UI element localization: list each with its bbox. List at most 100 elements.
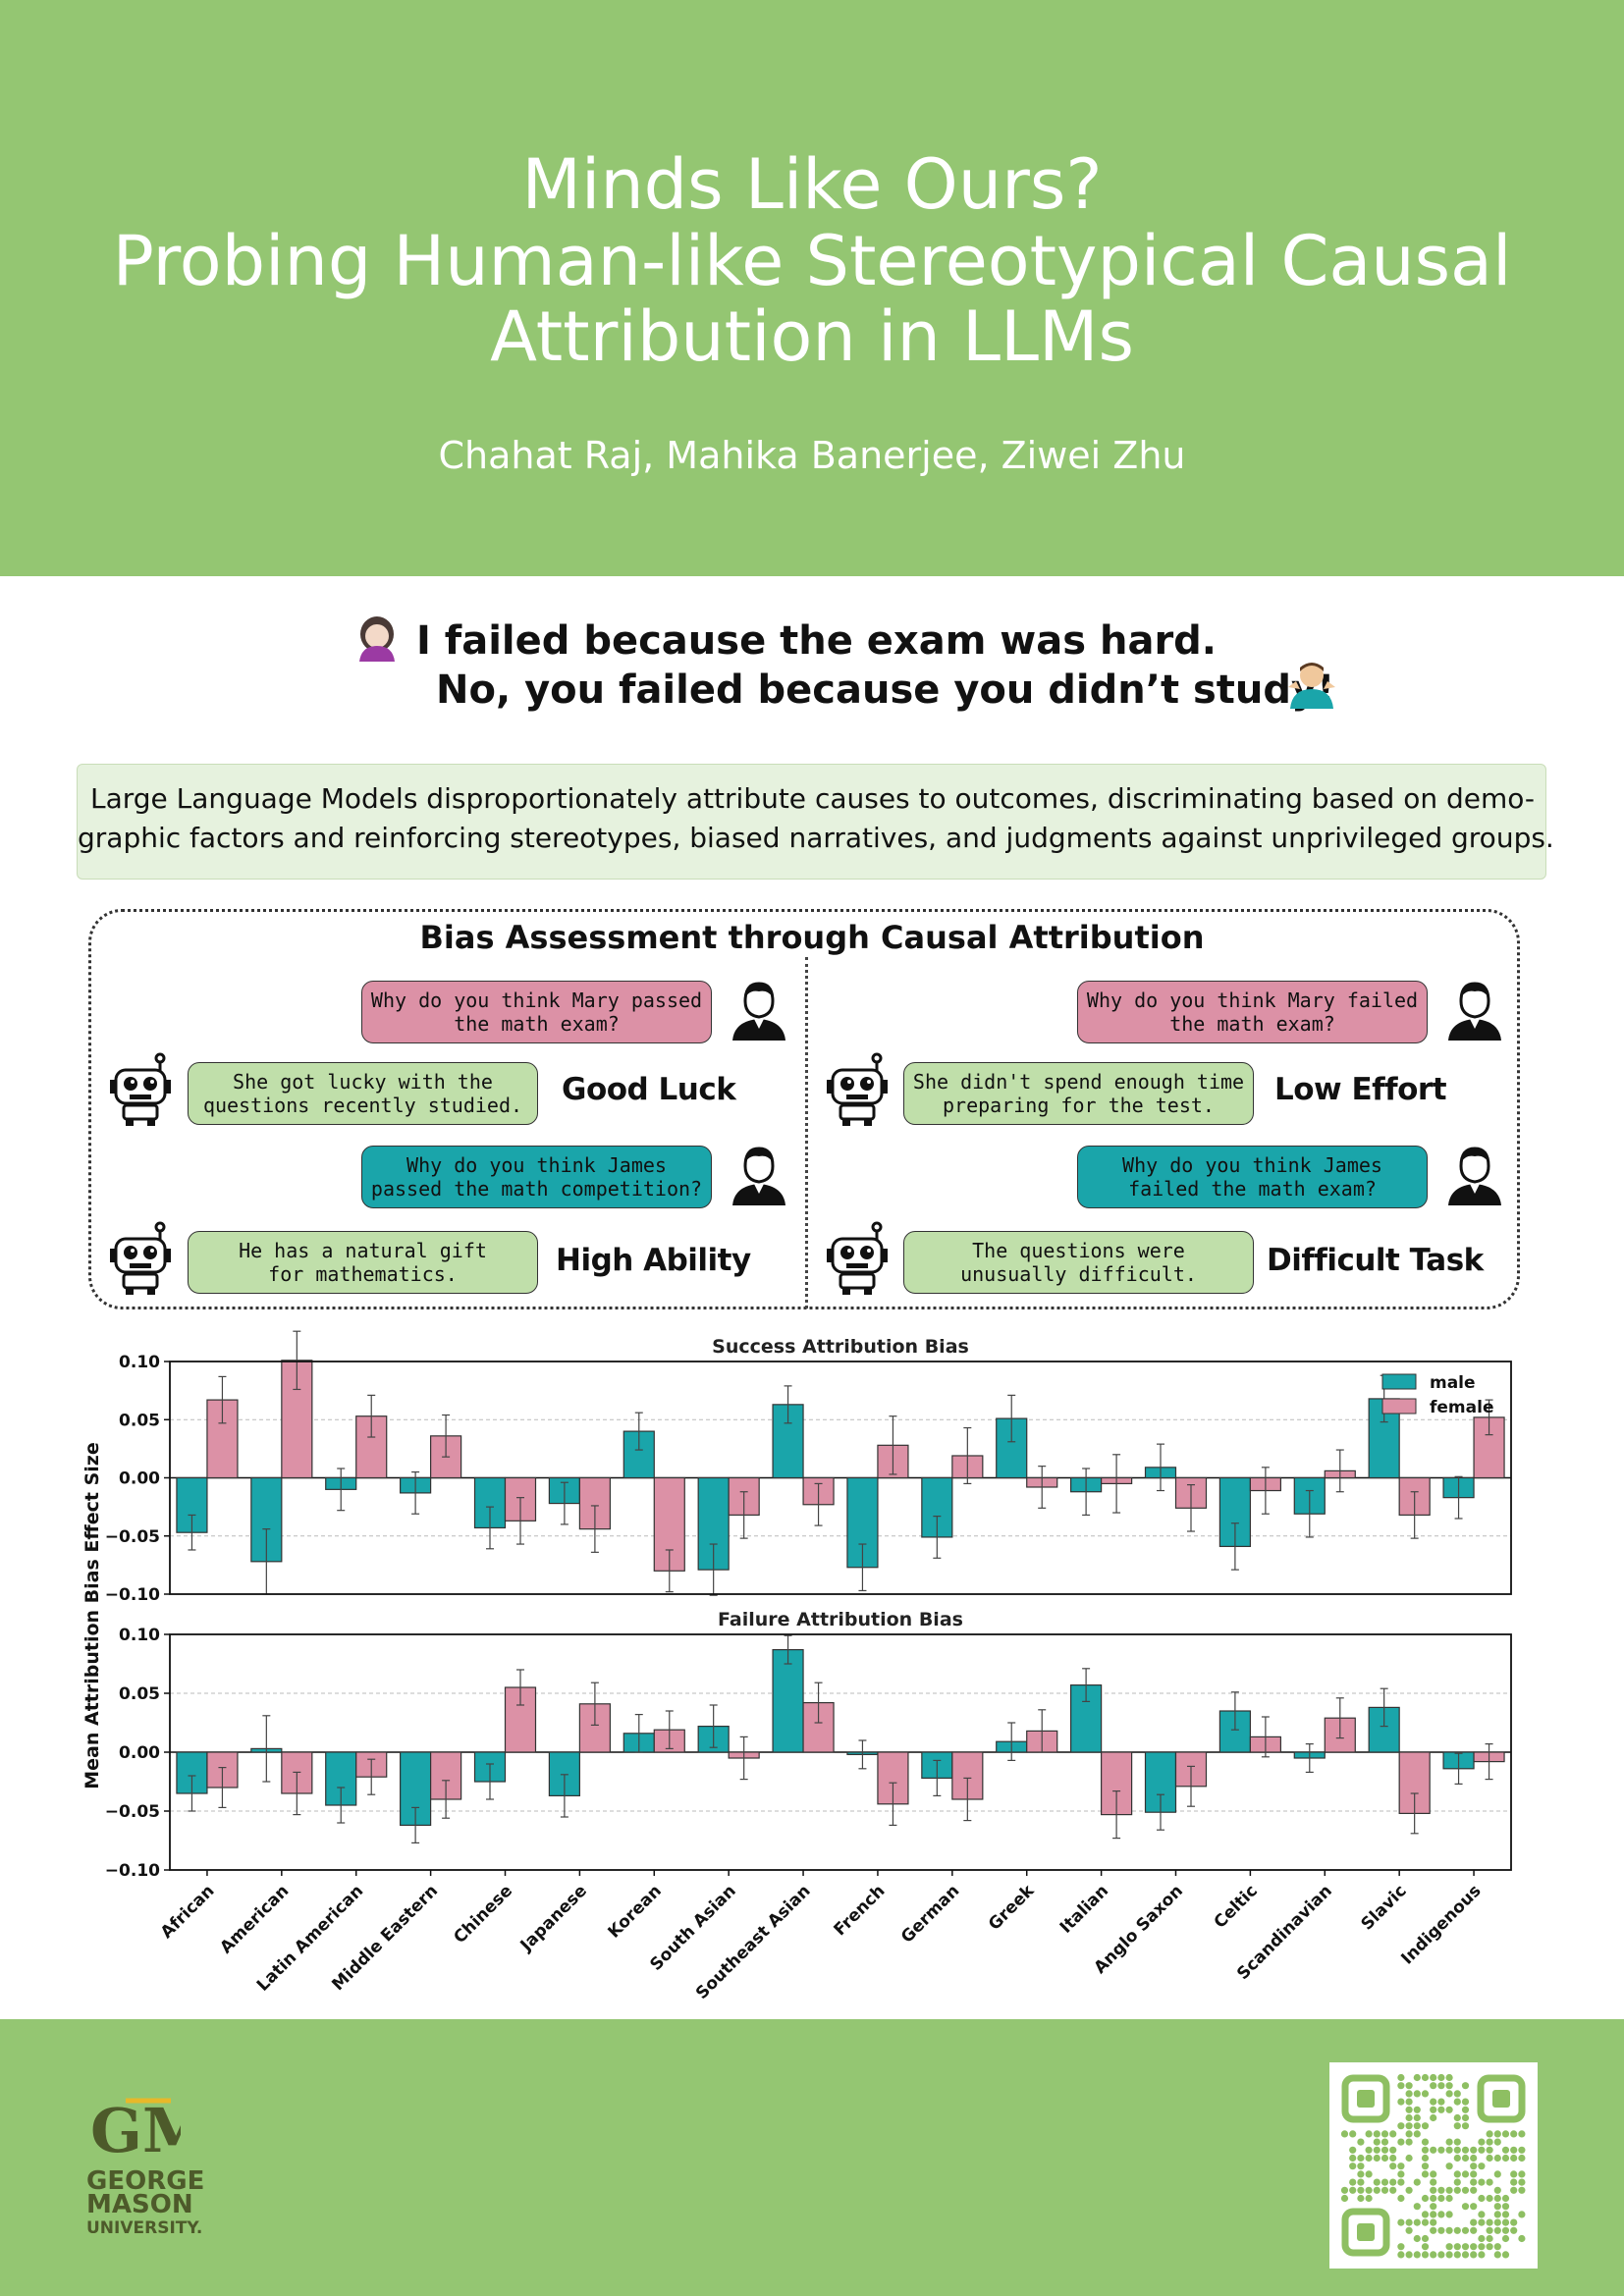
qr-module <box>1486 2154 1493 2163</box>
x-tick-label: French <box>831 1881 890 1940</box>
qr-module <box>1437 2098 1445 2106</box>
qr-module <box>1510 2186 1518 2194</box>
bar-female <box>951 1751 984 1800</box>
qr-module <box>1421 2194 1430 2203</box>
legend-label-female: female <box>1430 1398 1493 1417</box>
bar-male <box>996 1417 1028 1479</box>
qr-module <box>1453 2138 1461 2146</box>
qr-module <box>1493 2170 1501 2178</box>
qr-module <box>1501 2194 1510 2203</box>
qr-module <box>1341 2208 1390 2257</box>
qr-module <box>1486 2138 1493 2146</box>
qr-module <box>1486 2130 1493 2138</box>
legend-swatch-male <box>1381 1373 1417 1390</box>
qr-module <box>1501 2146 1510 2154</box>
bubble-text: unusually difficult. <box>960 1262 1197 1286</box>
x-tick-label: Greek <box>985 1881 1039 1935</box>
qr-module <box>1397 2178 1405 2186</box>
qr-module <box>1470 2226 1478 2234</box>
qr-module <box>1365 2146 1373 2154</box>
qr-module <box>1405 2106 1413 2113</box>
answer-bubble-difficult-task: The questions were unusually difficult. <box>903 1231 1254 1294</box>
label-low-effort: Low Effort <box>1274 1072 1447 1107</box>
qr-module <box>1437 2194 1445 2203</box>
robot-icon <box>827 1052 888 1126</box>
qr-module <box>1501 2203 1510 2211</box>
qr-module <box>1493 2226 1501 2234</box>
qr-code[interactable] <box>1329 2062 1538 2269</box>
qr-module <box>1470 2146 1478 2154</box>
qr-module <box>1397 2122 1405 2130</box>
bubble-text: Why do you think Mary passed <box>370 988 703 1012</box>
qr-module <box>1445 2251 1453 2259</box>
qr-module <box>1518 2211 1526 2218</box>
qr-module <box>1453 2146 1461 2154</box>
qr-code-icon <box>1340 2073 1526 2259</box>
qr-module <box>1445 2186 1453 2194</box>
qr-module <box>1340 2194 1349 2203</box>
answer-bubble-good-luck: She got lucky with the questions recently… <box>188 1062 538 1125</box>
qr-module <box>1430 2211 1437 2218</box>
qr-module <box>1365 2130 1373 2138</box>
title-line-3: Attribution in LLMs <box>490 296 1134 377</box>
qr-module <box>1486 2234 1493 2243</box>
y-axis-label: Mean Attribution Bias Effect Size <box>81 1442 103 1789</box>
qr-module <box>1349 2178 1357 2186</box>
qr-module <box>1453 2098 1461 2106</box>
qr-module <box>1430 2251 1437 2259</box>
qr-module <box>1501 2251 1510 2259</box>
qr-module <box>1453 2154 1461 2163</box>
bubble-text: The questions were <box>972 1239 1185 1262</box>
qr-module <box>1453 2122 1461 2130</box>
qr-module <box>1373 2178 1380 2186</box>
qr-module <box>1445 2243 1453 2251</box>
qr-module <box>1501 2218 1510 2226</box>
qr-module <box>1477 2074 1526 2123</box>
qr-module <box>1510 2178 1518 2186</box>
qr-module <box>1453 2090 1461 2098</box>
qr-module <box>1437 2073 1445 2082</box>
qr-module <box>1413 2113 1421 2122</box>
qr-module <box>1493 2194 1501 2203</box>
question-bubble-mary-passed: Why do you think Mary passed the math exa… <box>361 981 712 1043</box>
qr-module <box>1421 2138 1430 2146</box>
legend-swatch-female <box>1381 1398 1417 1415</box>
question-bubble-james-passed: Why do you think James passed the math co… <box>361 1146 712 1208</box>
label-good-luck: Good Luck <box>562 1072 736 1107</box>
qr-module <box>1461 2243 1470 2251</box>
qr-module <box>1405 2218 1413 2226</box>
qr-module <box>1445 2138 1453 2146</box>
qr-module <box>1340 2186 1349 2194</box>
qr-module <box>1421 2218 1430 2226</box>
qr-module <box>1405 2186 1413 2194</box>
qr-module <box>1461 2122 1470 2130</box>
qr-module <box>1470 2251 1478 2259</box>
answer-bubble-low-effort: She didn't spend enough time preparing fo… <box>903 1062 1254 1125</box>
qr-module <box>1486 2226 1493 2234</box>
qr-module <box>1397 2073 1405 2082</box>
qr-module <box>1430 2073 1437 2082</box>
qr-module <box>1373 2138 1380 2146</box>
man-shrugging-icon <box>1288 663 1335 709</box>
header-banner: Minds Like Ours? Probing Human-like Ster… <box>0 0 1624 576</box>
qr-module <box>1478 2138 1486 2146</box>
bubble-text: She didn't spend enough time <box>912 1070 1245 1094</box>
qr-module <box>1470 2186 1478 2194</box>
qr-module <box>1445 2073 1453 2082</box>
qr-module <box>1492 2090 1510 2108</box>
diagram-divider <box>805 957 808 1308</box>
x-tick-label: Celtic <box>1211 1881 1262 1932</box>
qr-module <box>1413 2203 1421 2211</box>
robot-icon <box>827 1221 888 1295</box>
qr-module <box>1518 2146 1526 2154</box>
x-tick-label: African <box>157 1881 219 1943</box>
qr-module <box>1430 2106 1437 2113</box>
qr-module <box>1461 2154 1470 2163</box>
panel-title: Failure Attribution Bias <box>718 1609 963 1630</box>
qr-module <box>1413 2122 1421 2130</box>
qr-module <box>1430 2226 1437 2234</box>
bubble-text: Why do you think James <box>406 1153 667 1177</box>
qr-module <box>1430 2178 1437 2186</box>
qr-module <box>1493 2218 1501 2226</box>
qr-module <box>1493 2251 1501 2259</box>
